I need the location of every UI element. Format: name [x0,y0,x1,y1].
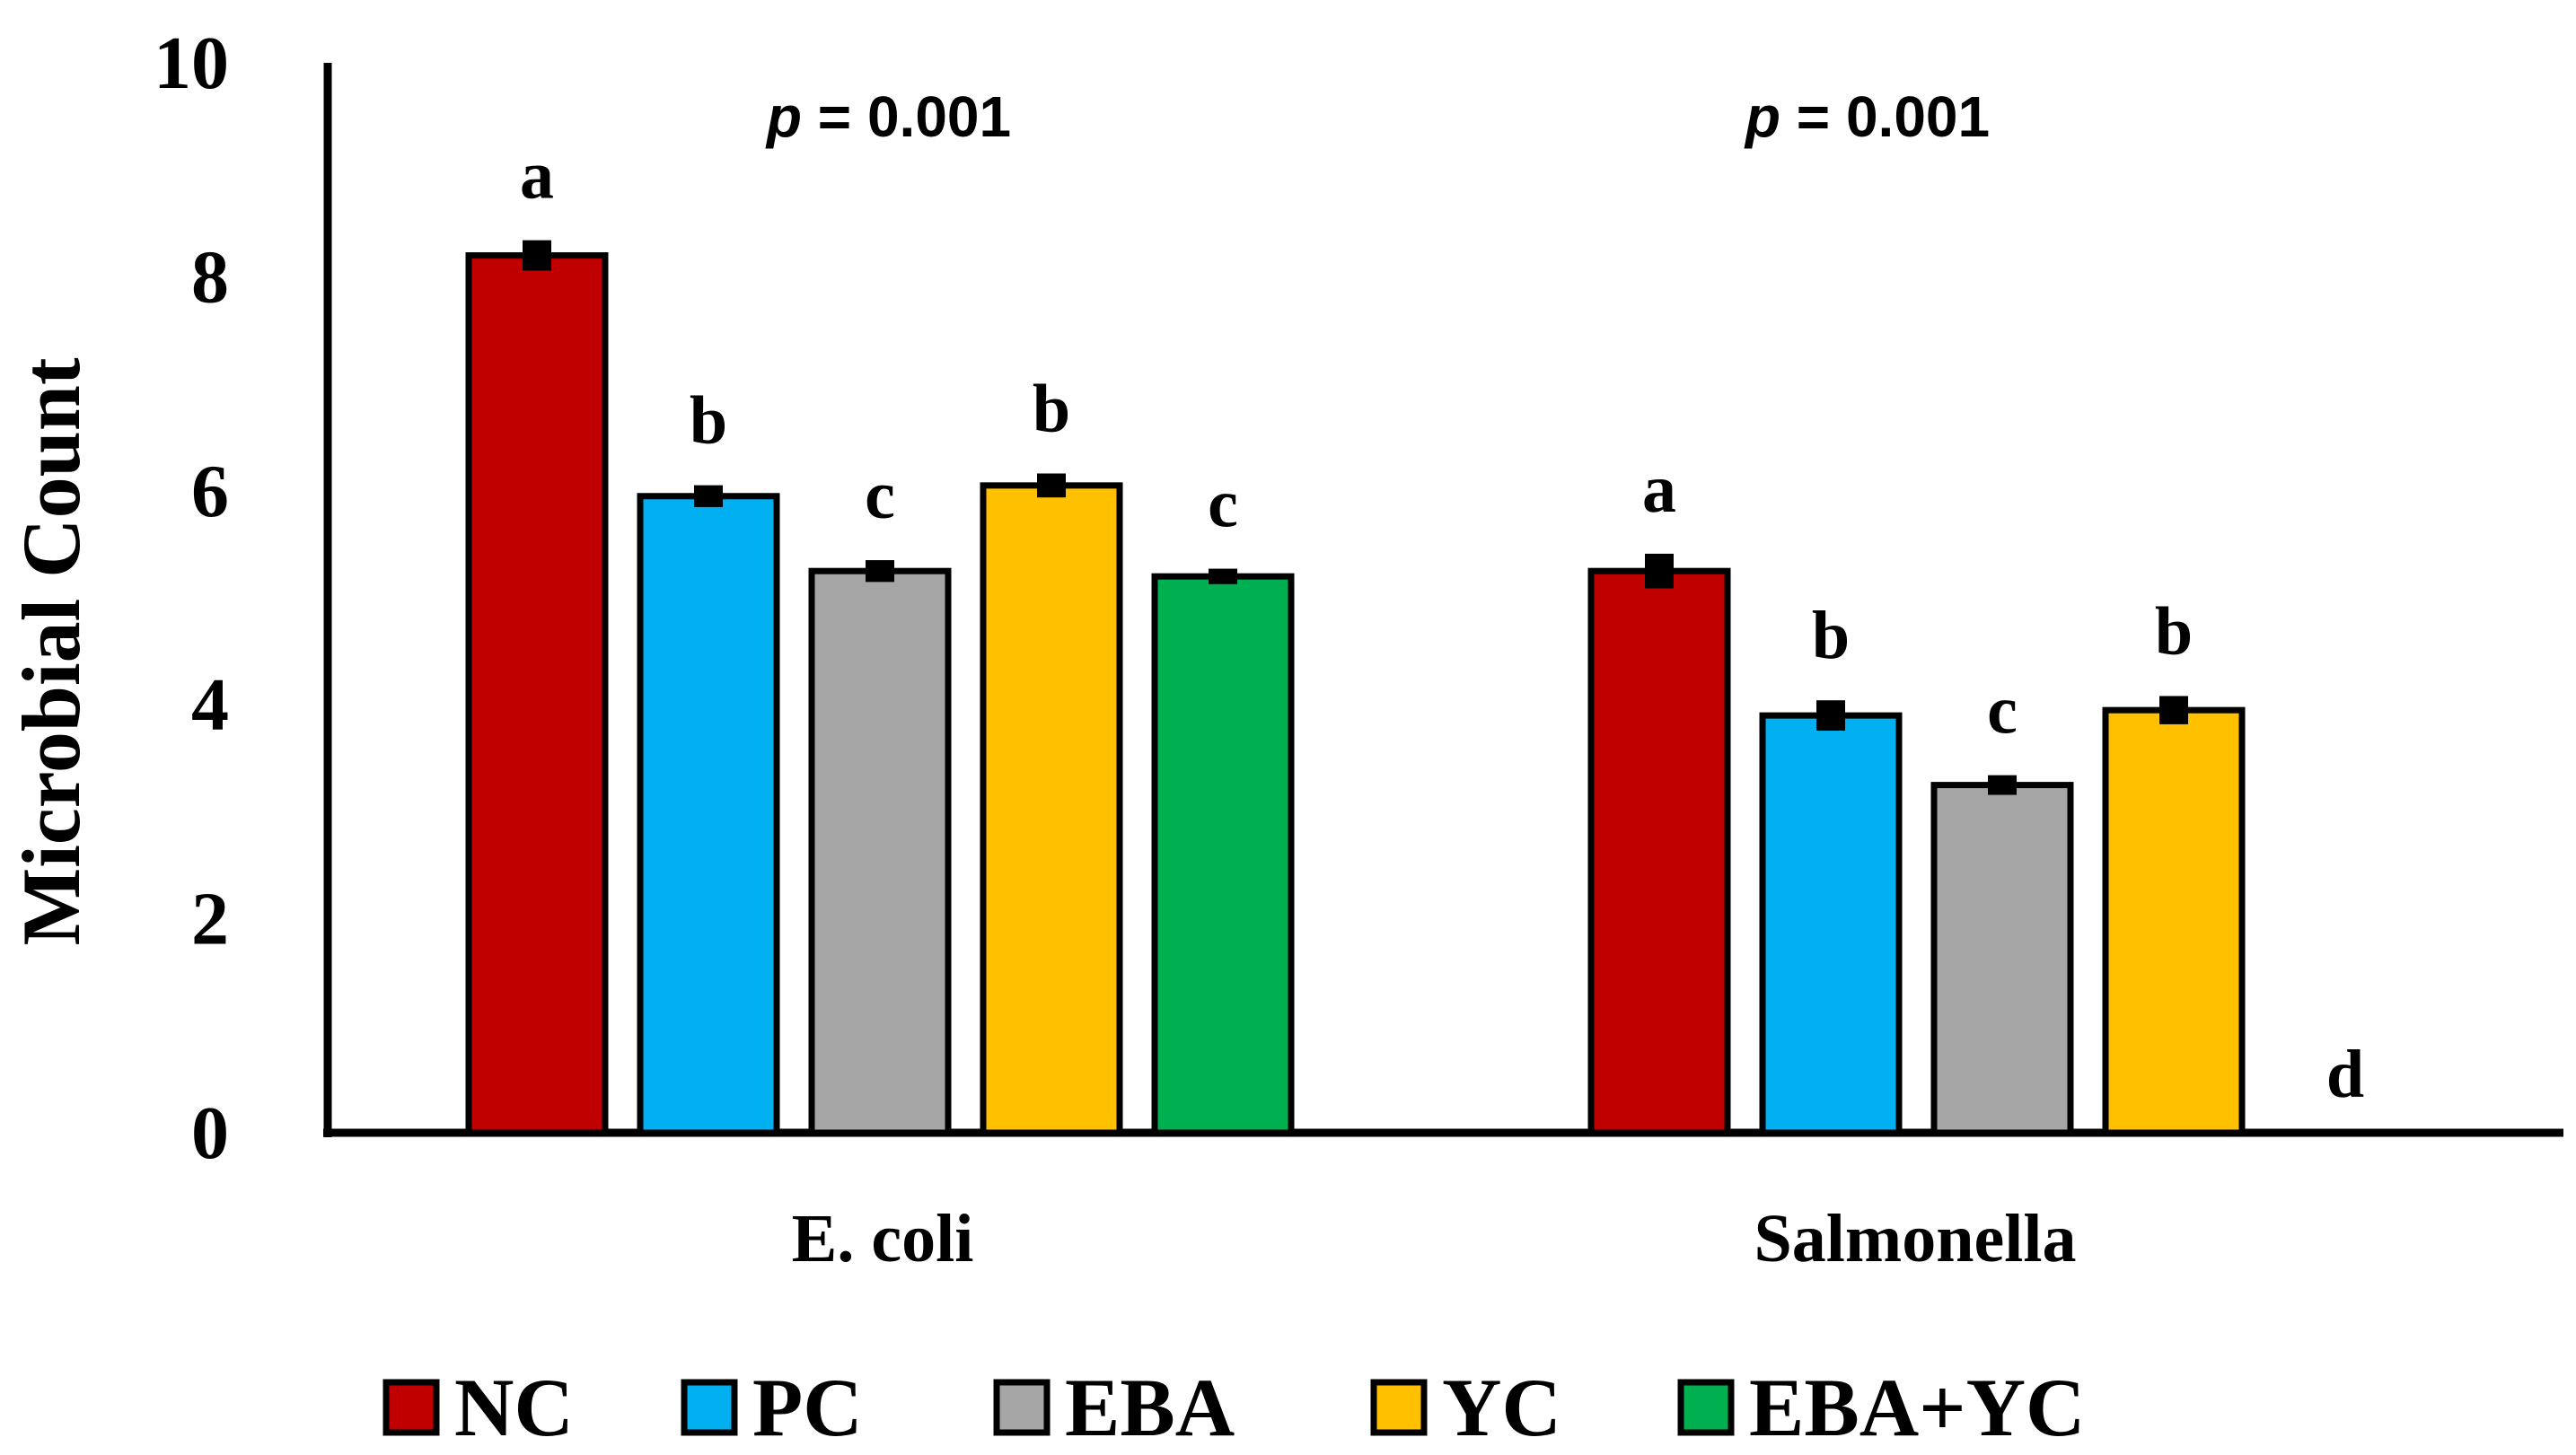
x-category-label: E. coli [792,1201,974,1276]
error-bar-cap [523,240,551,271]
bar-pc-salmonella [1759,712,1903,1136]
legend-swatch [1370,1379,1428,1436]
bar-nc-salmonella [1587,567,1731,1136]
error-bar-cap [1037,473,1066,498]
legend-label: PC [752,1362,863,1453]
bar-yc-ecoli [980,482,1123,1136]
legend-swatch [1677,1379,1735,1436]
legend: NC PC EBA YC EBA+YC [382,1362,2085,1453]
y-tick-label: 2 [191,878,229,961]
legend-label: EBA+YC [1749,1362,2085,1453]
x-category-label: Salmonella [1754,1201,2077,1276]
error-bars [523,240,2188,795]
y-tick-label: 0 [191,1091,229,1175]
legend-swatch [382,1379,440,1436]
significance-letter: d [2326,1037,2364,1112]
bar-eba-yc-ecoli [1151,573,1295,1136]
error-bar-cap [694,485,723,507]
significance-letter: b [690,383,727,459]
p-symbol: p [765,84,802,149]
bar-nc-ecoli [465,252,609,1136]
significance-letter: a [1642,451,1676,527]
p-symbol: p [1744,84,1780,149]
bars [465,252,2246,1136]
significance-letter: b [2155,593,2193,669]
p-value-annotation: p = 0.001 [1744,84,1990,149]
significance-letter: a [520,138,554,214]
error-bar-cap [1645,553,1674,589]
significance-letter: b [1812,598,1850,673]
y-tick-label: 10 [154,22,229,105]
error-bar-cap [2159,696,2188,724]
significance-letter: c [865,458,895,533]
error-bar-cap [866,560,894,583]
significance-letter: c [1208,467,1238,542]
p-value-text: = 0.001 [1780,84,1990,149]
bar-yc-salmonella [2102,706,2246,1136]
error-bar-cap [1988,775,2017,795]
bar-eba-ecoli [808,567,952,1136]
significance-letter: c [1987,673,2018,749]
bar-pc-ecoli [637,493,780,1136]
p-value-annotation: p = 0.001 [765,84,1011,149]
legend-label: EBA [1065,1362,1235,1453]
p-value-text: = 0.001 [802,84,1011,149]
legend-swatch [681,1379,738,1436]
y-tick-label: 8 [191,235,229,319]
y-tick-label: 4 [191,663,229,747]
legend-swatch [993,1379,1051,1436]
legend-label: YC [1442,1362,1561,1453]
legend-label: NC [454,1362,574,1453]
significance-letter: b [1033,371,1070,446]
error-bar-cap [1209,568,1237,584]
y-axis-title: Microbial Count [5,357,97,945]
y-tick-label: 6 [191,450,229,533]
bar-eba-salmonella [1930,782,2074,1136]
error-bar-cap [1816,700,1845,732]
